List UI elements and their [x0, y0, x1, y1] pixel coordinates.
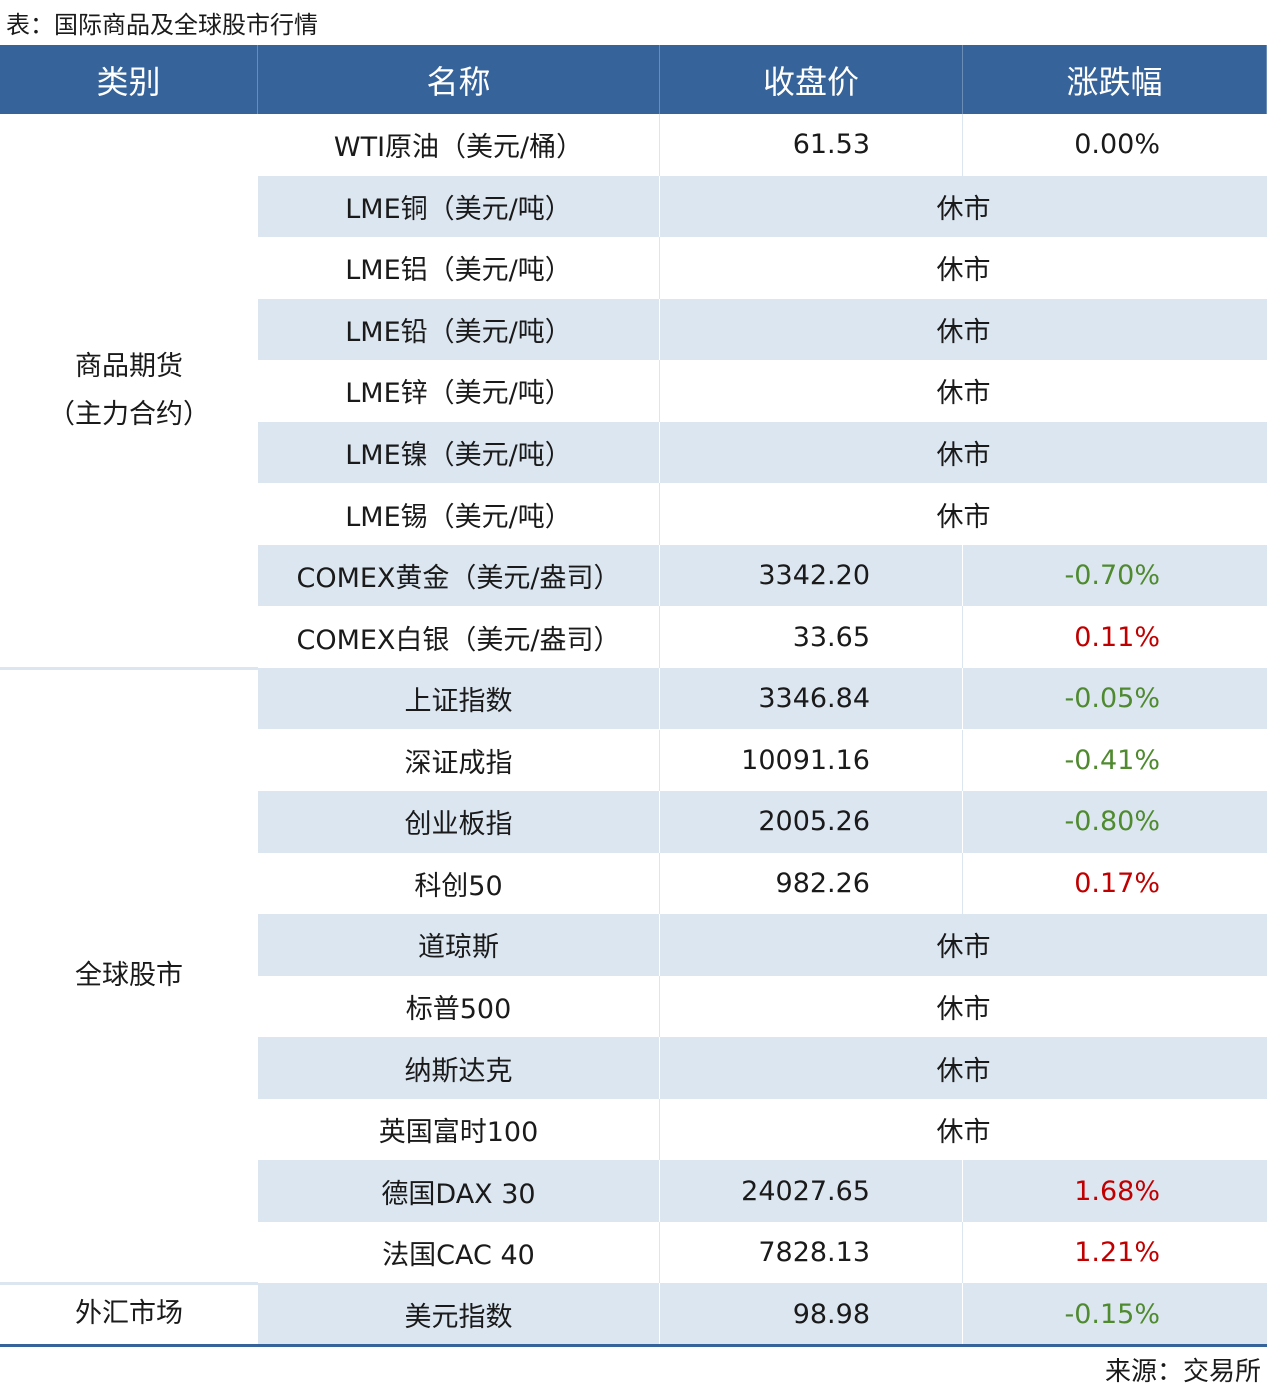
- status-cell: 休市: [936, 1117, 991, 1149]
- name-cell: COMEX白银（美元/盎司）: [258, 606, 660, 668]
- status-cell: 休市: [936, 501, 991, 533]
- close-cell: 98.98: [660, 1283, 963, 1345]
- change-cell: 0.00%: [1074, 129, 1160, 161]
- status-cell: 休市: [936, 993, 991, 1025]
- source-note: 来源：交易所: [1104, 1356, 1261, 1387]
- category-cell: 全球股市: [0, 668, 258, 1284]
- header-cell: 涨跌幅: [963, 45, 1267, 114]
- change-cell: -0.05%: [963, 667, 1267, 730]
- name-cell: 法国CAC 40: [258, 1221, 660, 1284]
- change-cell: 1.21%: [1074, 1237, 1160, 1269]
- table-title: 表：国际商品及全球股市行情: [6, 10, 318, 39]
- name-cell: 德国DAX 30: [258, 1160, 660, 1222]
- name-cell: 上证指数: [258, 667, 660, 730]
- name-cell: 英国富时100: [258, 1098, 660, 1161]
- name-cell: LME锌（美元/吨）: [258, 360, 660, 422]
- category-line: 外汇市场: [75, 1298, 183, 1330]
- name-cell: LME镍（美元/吨）: [258, 421, 660, 484]
- name-cell: LME铝（美元/吨）: [258, 237, 660, 299]
- change-cell: -0.41%: [1064, 744, 1160, 776]
- status-cell: 休市: [660, 421, 1267, 484]
- category-cell: 商品期货 （主力合约）: [0, 114, 258, 668]
- close-cell: 24027.65: [660, 1160, 963, 1222]
- status-cell: 休市: [936, 378, 991, 410]
- group-rule: [0, 666, 258, 670]
- name-cell: LME铅（美元/吨）: [258, 298, 660, 361]
- close-cell: 61.53: [660, 114, 963, 176]
- status-cell: 休市: [660, 1037, 1267, 1099]
- change-cell: -0.80%: [963, 791, 1267, 853]
- close-cell: 33.65: [660, 606, 963, 668]
- status-cell: 休市: [660, 298, 1267, 361]
- status-cell: 休市: [660, 914, 1267, 976]
- name-cell: WTI原油（美元/桶）: [258, 114, 660, 176]
- change-cell: -0.15%: [963, 1283, 1267, 1345]
- close-cell: 3346.84: [660, 667, 963, 730]
- close-cell: 10091.16: [660, 729, 963, 792]
- bottom-rule: [0, 1344, 1267, 1347]
- change-cell: -0.70%: [963, 544, 1267, 607]
- close-cell: 3342.20: [660, 544, 963, 607]
- name-cell: 深证成指: [258, 729, 660, 792]
- name-cell: 科创50: [258, 852, 660, 915]
- name-cell: LME铜（美元/吨）: [258, 175, 660, 238]
- group-rule: [0, 1282, 258, 1286]
- name-cell: 美元指数: [258, 1283, 660, 1345]
- category-cell: 外汇市场: [0, 1283, 258, 1345]
- category-line: 全球股市: [75, 959, 183, 991]
- close-cell: 7828.13: [660, 1221, 963, 1284]
- change-cell: 0.17%: [1074, 867, 1160, 899]
- status-cell: 休市: [936, 255, 991, 287]
- header-cell: 名称: [258, 45, 660, 114]
- change-cell: 0.11%: [1074, 621, 1160, 653]
- name-cell: 创业板指: [258, 791, 660, 853]
- status-cell: 休市: [660, 175, 1267, 238]
- name-cell: LME锡（美元/吨）: [258, 483, 660, 545]
- name-cell: COMEX黄金（美元/盎司）: [258, 544, 660, 607]
- header-cell: 类别: [0, 45, 258, 114]
- close-cell: 2005.26: [660, 791, 963, 853]
- name-cell: 道琼斯: [258, 914, 660, 976]
- category-line: 商品期货: [75, 350, 183, 382]
- close-cell: 982.26: [660, 852, 963, 915]
- header-cell: 收盘价: [660, 45, 963, 114]
- change-cell: 1.68%: [963, 1160, 1267, 1222]
- name-cell: 纳斯达克: [258, 1037, 660, 1099]
- name-cell: 标普500: [258, 975, 660, 1038]
- category-line: （主力合约）: [48, 398, 210, 430]
